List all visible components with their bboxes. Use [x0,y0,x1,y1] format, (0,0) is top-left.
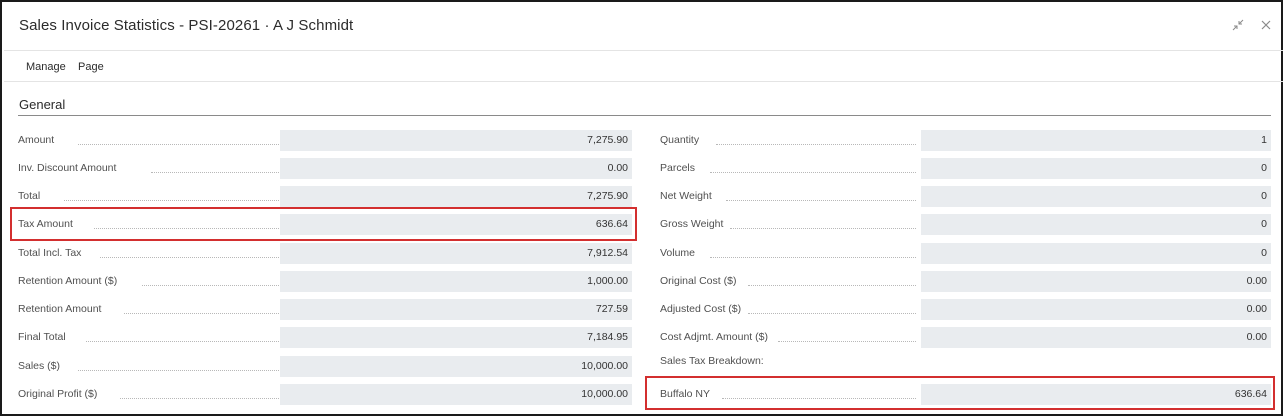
leader-dots [722,397,916,399]
leader-dots [64,199,283,201]
field-value[interactable]: 7,275.90 [280,186,632,207]
field-row-amount: Amount 7,275.90 [18,130,632,151]
leader-dots [100,256,283,258]
leader-dots [748,284,916,286]
field-value[interactable]: 1 [921,130,1271,151]
field-row-gross-weight: Gross Weight 0 [660,214,1271,235]
field-row-net-weight: Net Weight 0 [660,186,1271,207]
field-label: Adjusted Cost ($) [660,303,742,315]
field-value[interactable]: 7,275.90 [280,130,632,151]
field-row-sales: Sales ($) 10,000.00 [18,356,632,377]
field-label: Original Profit ($) [18,388,98,400]
field-label: Retention Amount [18,303,102,315]
leader-dots [151,171,283,173]
leader-dots [142,284,283,286]
field-value[interactable]: 0 [921,243,1271,264]
field-value[interactable]: 10,000.00 [280,356,632,377]
field-value[interactable]: 636.64 [280,214,632,235]
close-icon[interactable] [1257,16,1275,34]
leader-dots [120,397,283,399]
field-label: Retention Amount ($) [18,275,118,287]
field-row-total-incl-tax: Total Incl. Tax 7,912.54 [18,243,632,264]
field-label: Gross Weight [660,218,724,230]
leader-dots [78,143,283,145]
section-divider [18,115,1271,116]
field-value[interactable]: 0 [921,158,1271,179]
field-row-final-total: Final Total 7,184.95 [18,327,632,348]
leader-dots [124,312,283,314]
leader-dots [730,227,916,229]
field-value[interactable]: 10,000.00 [280,384,632,405]
buffalo-ny-highlight [645,376,1275,410]
window-titlebar: Sales Invoice Statistics - PSI-20261 · A… [4,4,1283,48]
field-label: Total Incl. Tax [18,247,82,259]
tax-amount-highlight [10,207,637,241]
field-label: Amount [18,134,55,146]
leader-dots [726,199,916,201]
field-value[interactable]: 0 [921,214,1271,235]
field-row-retention-amount-usd: Retention Amount ($) 1,000.00 [18,271,632,292]
leader-dots [710,256,916,258]
field-label: Sales ($) [18,360,61,372]
field-row-total: Total 7,275.90 [18,186,632,207]
field-row-retention-amount: Retention Amount 727.59 [18,299,632,320]
field-value[interactable]: 0 [921,186,1271,207]
field-label: Quantity [660,134,700,146]
leader-dots [716,143,916,145]
general-section-title[interactable]: General [19,97,66,112]
leader-dots [94,227,283,229]
field-row-original-profit: Original Profit ($) 10,000.00 [18,384,632,405]
field-label: Parcels [660,162,696,174]
window-controls [1229,16,1275,34]
manage-action[interactable]: Manage [26,61,66,73]
field-label: Final Total [18,331,66,343]
field-value[interactable]: 0.00 [921,327,1271,348]
field-row-quantity: Quantity 1 [660,130,1271,151]
field-row-adjusted-cost: Adjusted Cost ($) 0.00 [660,299,1271,320]
field-value[interactable]: 7,184.95 [280,327,632,348]
field-label: Tax Amount [18,218,73,230]
field-value[interactable]: 0.00 [921,271,1271,292]
field-label: Cost Adjmt. Amount ($) [660,331,768,343]
leader-dots [78,369,283,371]
field-row-inv-discount-amount: Inv. Discount Amount 0.00 [18,158,632,179]
field-row-original-cost: Original Cost ($) 0.00 [660,271,1271,292]
window-title: Sales Invoice Statistics - PSI-20261 · A… [19,17,354,34]
field-row-parcels: Parcels 0 [660,158,1271,179]
page-action[interactable]: Page [78,61,104,73]
field-value[interactable]: 0.00 [280,158,632,179]
field-label: Original Cost ($) [660,275,737,287]
field-label: Total [18,190,41,202]
field-row-buffalo-ny: Buffalo NY 636.64 [660,384,1271,405]
field-label: Net Weight [660,190,712,202]
field-label: Inv. Discount Amount [18,162,117,174]
field-value[interactable]: 7,912.54 [280,243,632,264]
leader-dots [86,340,283,342]
field-label: Volume [660,247,696,259]
leader-dots [710,171,916,173]
collapse-icon[interactable] [1229,16,1247,34]
field-value[interactable]: 0.00 [921,299,1271,320]
field-row-cost-adjmt-amount: Cost Adjmt. Amount ($) 0.00 [660,327,1271,348]
field-label: Buffalo NY [660,388,711,400]
leader-dots [778,340,916,342]
field-row-volume: Volume 0 [660,243,1271,264]
leader-dots [748,312,916,314]
field-value[interactable]: 1,000.00 [280,271,632,292]
field-value[interactable]: 727.59 [280,299,632,320]
field-row-tax-amount: Tax Amount 636.64 [18,214,632,235]
sales-tax-breakdown-heading: Sales Tax Breakdown: [660,355,764,367]
field-value[interactable]: 636.64 [921,384,1271,405]
action-bar: Manage Page [4,50,1283,82]
